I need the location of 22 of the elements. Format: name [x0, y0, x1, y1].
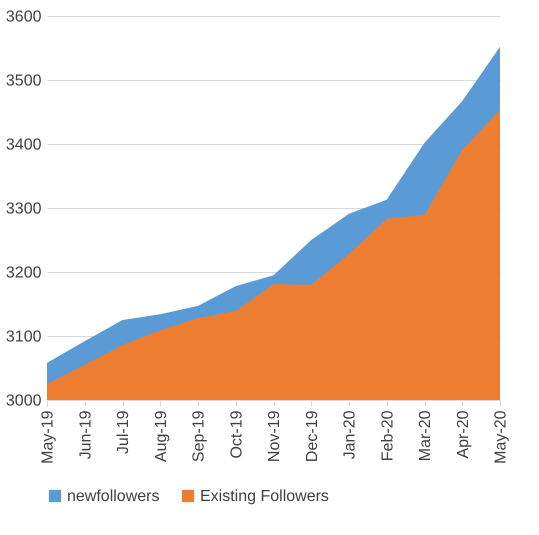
x-tick-label: Apr-20 — [454, 410, 472, 459]
y-tick-label: 3200 — [6, 264, 42, 282]
legend-label: newfollowers — [67, 488, 160, 505]
x-tick-label: Mar-20 — [417, 410, 434, 462]
x-tick-label: Jul-19 — [115, 410, 132, 454]
y-tick-label: 3600 — [6, 8, 42, 26]
x-tick-label: May-20 — [492, 410, 510, 464]
x-tick-label: Feb-20 — [379, 410, 396, 462]
x-tick-label: Aug-19 — [152, 410, 170, 462]
x-tick-label: Sep-19 — [190, 410, 208, 462]
x-tick-label: Oct-19 — [228, 410, 246, 459]
x-tick-label: Jun-19 — [77, 410, 94, 460]
legend-label: Existing Followers — [200, 488, 329, 505]
y-tick-label: 3400 — [6, 136, 42, 154]
x-tick-label: Jan-20 — [342, 410, 358, 460]
y-tick-label: 3100 — [6, 328, 42, 346]
x-tick-label: Dec-19 — [304, 410, 321, 462]
y-tick-label: 3300 — [6, 200, 42, 218]
x-tick-label: May-19 — [40, 410, 56, 464]
y-tick-label: 3500 — [6, 72, 42, 90]
x-tick-label: Nov-19 — [266, 410, 283, 462]
y-tick-label: 3000 — [6, 392, 42, 410]
